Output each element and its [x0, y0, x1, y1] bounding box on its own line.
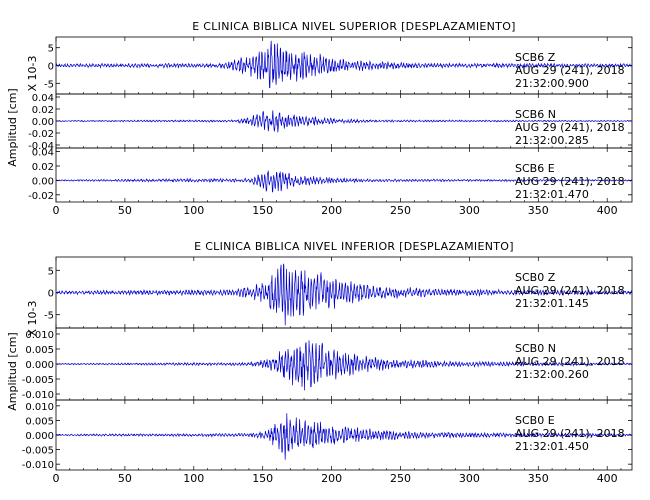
trace-date-label: AUG 29 (241), 2018 — [515, 355, 625, 368]
y-tick-label: -0.04 — [28, 141, 54, 152]
panel-title: E CLINICA BIBLICA NIVEL SUPERIOR [DESPLA… — [192, 20, 516, 33]
trace-station-label: SCB0 Z — [515, 271, 556, 284]
trace-time-label: 21:32:01.470 — [515, 188, 589, 201]
x-tick-label: 50 — [118, 472, 132, 485]
trace-date-label: AUG 29 (241), 2018 — [515, 427, 625, 440]
y-tick-label: -5 — [44, 79, 54, 90]
y-tick-label: 0 — [48, 62, 54, 73]
trace-station-label: SCB6 E — [515, 162, 555, 175]
trace-frame — [55, 147, 633, 203]
x-tick-label: 0 — [53, 472, 60, 485]
x-tick-label: 200 — [321, 472, 342, 485]
trace-date-label: AUG 29 (241), 2018 — [515, 64, 625, 77]
y-tick-label: 5 — [48, 44, 54, 55]
y-tick-label: 0.010 — [25, 330, 54, 341]
y-tick-label: 0.010 — [25, 402, 54, 413]
trace-time-label: 21:32:00.260 — [515, 368, 589, 381]
x-tick-label: 300 — [459, 204, 480, 217]
y-tick-label: 0.02 — [32, 162, 54, 173]
x-tick-label: 400 — [597, 204, 618, 217]
y-axis-label: Amplitud [cm] — [6, 332, 19, 410]
x-tick-label: 350 — [528, 204, 549, 217]
x-tick-label: 100 — [183, 204, 204, 217]
scale-label: X 10-3 — [26, 301, 39, 337]
x-tick-label: 100 — [183, 472, 204, 485]
seismogram-trace — [55, 263, 633, 326]
seismogram-trace — [55, 40, 633, 89]
y-tick-label: -0.02 — [28, 191, 54, 202]
x-tick-label: 250 — [390, 472, 411, 485]
x-tick-label: 300 — [459, 472, 480, 485]
y-tick-label: -0.010 — [22, 390, 54, 401]
y-tick-label: -0.005 — [22, 446, 54, 457]
y-tick-label: 0.00 — [32, 117, 54, 128]
y-tick-label: 0.02 — [32, 105, 54, 116]
y-tick-label: 0.04 — [32, 93, 54, 104]
y-tick-label: -5 — [44, 311, 54, 322]
x-tick-label: 150 — [252, 472, 273, 485]
y-tick-label: 0.04 — [32, 148, 54, 159]
y-axis-label: Amplitud [cm] — [6, 88, 19, 166]
seismogram-trace — [55, 110, 633, 133]
y-tick-label: 0 — [48, 289, 54, 300]
x-tick-label: 350 — [528, 472, 549, 485]
y-tick-label: 5 — [48, 266, 54, 277]
trace-date-label: AUG 29 (241), 2018 — [515, 175, 625, 188]
trace-time-label: 21:32:00.285 — [515, 134, 589, 147]
x-tick-label: 50 — [118, 204, 132, 217]
x-tick-label: 0 — [53, 204, 60, 217]
trace-time-label: 21:32:01.450 — [515, 440, 589, 453]
y-tick-label: -0.02 — [28, 129, 54, 140]
y-tick-label: 0.000 — [25, 360, 54, 371]
y-tick-label: 0.00 — [32, 176, 54, 187]
trace-station-label: SCB0 N — [515, 342, 556, 355]
trace-station-label: SCB6 Z — [515, 51, 556, 64]
panel-title: E CLINICA BIBLICA NIVEL INFERIOR [DESPLA… — [194, 240, 514, 253]
x-tick-label: 250 — [390, 204, 411, 217]
y-tick-label: 0.005 — [25, 416, 54, 427]
x-tick-label: 400 — [597, 472, 618, 485]
seismogram-trace — [55, 170, 633, 193]
seismogram-trace — [56, 340, 633, 391]
y-tick-label: 0.000 — [25, 431, 54, 442]
trace-date-label: AUG 29 (241), 2018 — [515, 121, 625, 134]
scale-label: X 10-3 — [26, 56, 39, 92]
y-tick-label: 0.005 — [25, 345, 54, 356]
x-tick-label: 200 — [321, 204, 342, 217]
x-tick-label: 150 — [252, 204, 273, 217]
y-tick-label: -0.010 — [22, 460, 54, 471]
trace-time-label: 21:32:01.145 — [515, 297, 589, 310]
trace-station-label: SCB6 N — [515, 108, 556, 121]
trace-time-label: 21:32:00.900 — [515, 77, 589, 90]
trace-station-label: SCB0 E — [515, 414, 555, 427]
seismogram-trace — [55, 413, 633, 460]
y-tick-label: -0.005 — [22, 375, 54, 386]
trace-date-label: AUG 29 (241), 2018 — [515, 284, 625, 297]
